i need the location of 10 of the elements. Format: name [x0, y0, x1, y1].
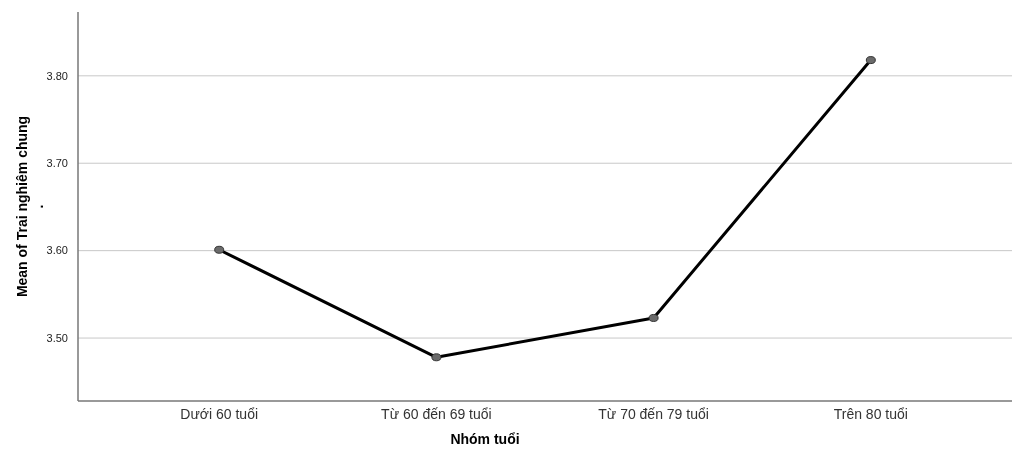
y-tick-label: 3.50 [46, 331, 68, 344]
y-tick-label: 3.80 [46, 69, 68, 82]
x-axis-title: Nhóm tuổi [450, 431, 520, 447]
y-tick-label: 3.70 [46, 157, 68, 170]
y-axis-title: Mean of Trai nghiêm chung . [13, 115, 46, 298]
x-tick-label: Từ 70 đến 79 tuổi [598, 406, 709, 422]
x-tick-label: Trên 80 tuổi [833, 406, 908, 422]
x-tick-label: Dưới 60 tuổi [180, 406, 259, 422]
y-tick-label: 3.60 [46, 244, 68, 257]
x-tick-label: Từ 60 đến 69 tuổi [381, 406, 492, 422]
